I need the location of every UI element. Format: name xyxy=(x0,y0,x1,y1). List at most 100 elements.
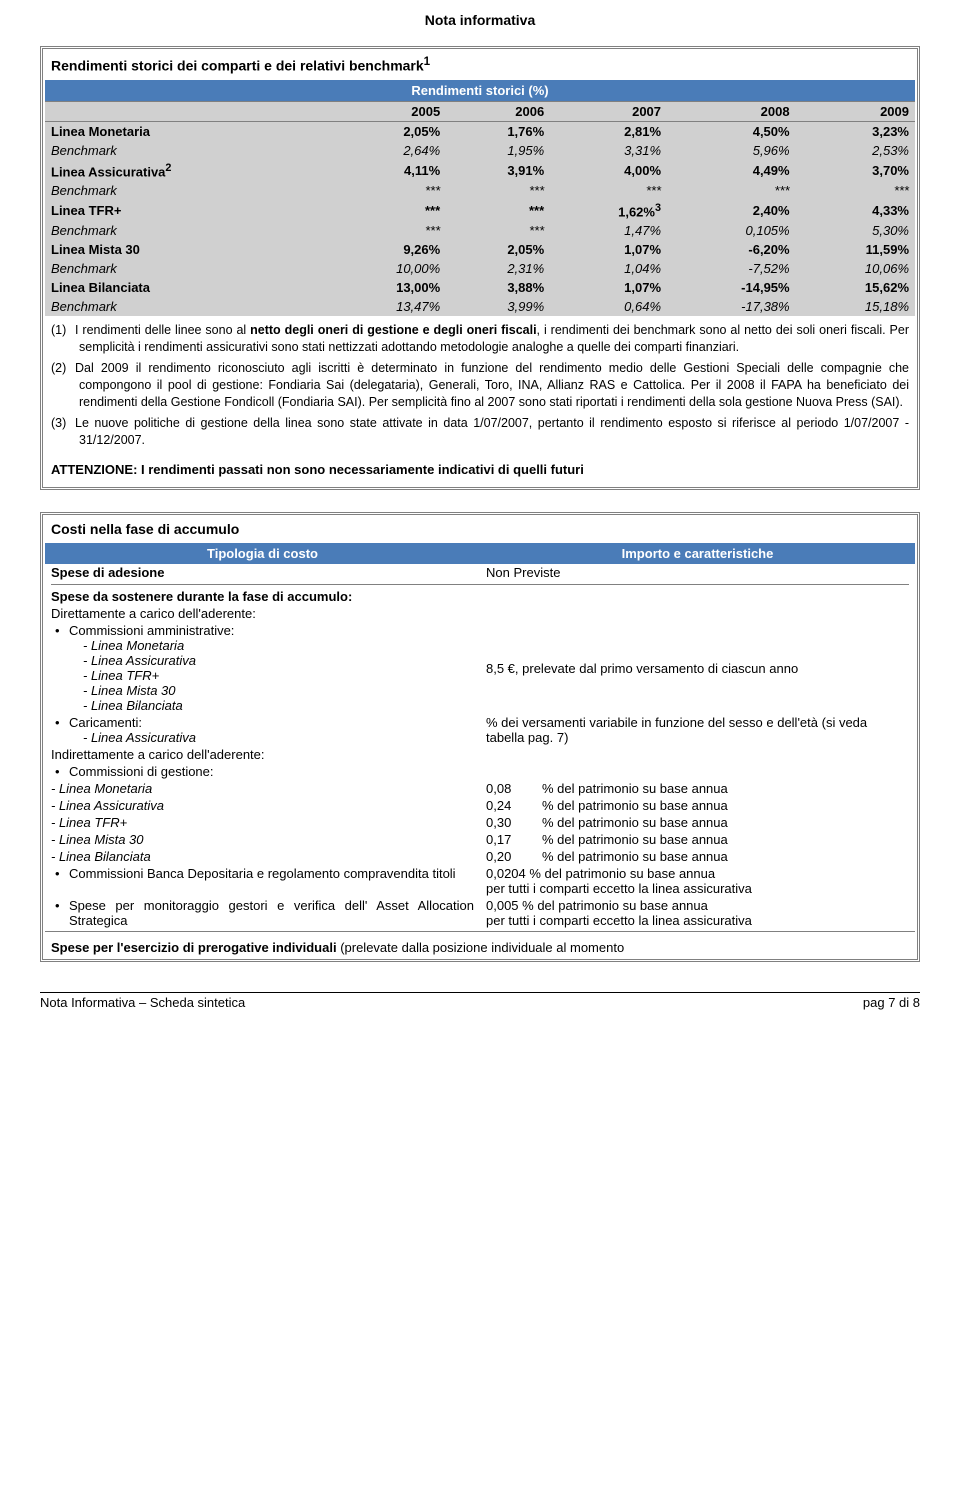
note-item: (1)I rendimenti delle linee sono al nett… xyxy=(51,322,909,356)
cell: 4,50% xyxy=(667,121,796,141)
comm-amm-value: 8,5 €, prelevate dal primo versamento di… xyxy=(480,622,915,714)
row-label: Linea Mista 30 xyxy=(45,240,327,259)
gest-row: - Linea Assicurativa0,24% del patrimonio… xyxy=(45,797,915,814)
attention-text: ATTENZIONE: I rendimenti passati non son… xyxy=(45,456,915,485)
table-row: Linea Bilanciata13,00%3,88%1,07%-14,95%1… xyxy=(45,278,915,297)
spese-durante-label: Spese da sostenere durante la fase di ac… xyxy=(45,588,915,605)
cell: -6,20% xyxy=(667,240,796,259)
cell: *** xyxy=(327,221,446,240)
prerogative-post: (prelevate dalla posizione individuale a… xyxy=(340,940,624,955)
caricamenti-item: - Linea Assicurativa xyxy=(51,730,474,745)
footer-right: pag 7 di 8 xyxy=(863,995,920,1010)
gest-value: 0,30% del patrimonio su base annua xyxy=(480,814,915,831)
cell: -7,52% xyxy=(667,259,796,278)
cell: 2,05% xyxy=(446,240,550,259)
table-row: Linea Assicurativa24,11%3,91%4,00%4,49%3… xyxy=(45,160,915,181)
banca-dep-val2: per tutti i comparti eccetto la linea as… xyxy=(486,881,752,896)
cell: 3,88% xyxy=(446,278,550,297)
cell: *** xyxy=(446,221,550,240)
cell: 2,40% xyxy=(667,200,796,221)
gest-label: - Linea Bilanciata xyxy=(45,848,480,865)
costi-col-headers: Tipologia di costo Importo e caratterist… xyxy=(45,543,915,564)
rendimenti-year-row: 2005 2006 2007 2008 2009 xyxy=(45,101,915,121)
cell: 10,00% xyxy=(327,259,446,278)
spese-adesione-label: Spese di adesione xyxy=(45,564,480,581)
cell: 2,53% xyxy=(796,141,915,160)
cell: 5,30% xyxy=(796,221,915,240)
gest-value: 0,20% del patrimonio su base annua xyxy=(480,848,915,865)
gest-label: - Linea TFR+ xyxy=(45,814,480,831)
cell: *** xyxy=(327,200,446,221)
footer-left: Nota Informativa – Scheda sintetica xyxy=(40,995,245,1010)
cell: -14,95% xyxy=(667,278,796,297)
monit-val1: 0,005 % del patrimonio su base annua xyxy=(486,898,708,913)
gest-value: 0,08% del patrimonio su base annua xyxy=(480,780,915,797)
costi-title: Costi nella fase di accumulo xyxy=(45,517,915,543)
page-header: Nota informativa xyxy=(40,12,920,28)
rendimenti-subtitle: Rendimenti storici (%) xyxy=(45,80,915,101)
cell: *** xyxy=(446,181,550,200)
row-label: Benchmark xyxy=(45,141,327,160)
table-row: Benchmark*************** xyxy=(45,181,915,200)
comm-amm-item: - Linea Monetaria xyxy=(51,638,474,653)
prerogative-pre: Spese per l'esercizio di prerogative ind… xyxy=(51,940,340,955)
year-2006: 2006 xyxy=(446,101,550,121)
row-label: Linea Bilanciata xyxy=(45,278,327,297)
cell: 1,47% xyxy=(550,221,667,240)
year-2007: 2007 xyxy=(550,101,667,121)
gest-label: - Linea Mista 30 xyxy=(45,831,480,848)
cell: 4,11% xyxy=(327,160,446,181)
cell: 3,23% xyxy=(796,121,915,141)
gest-label: - Linea Monetaria xyxy=(45,780,480,797)
cell: 0,64% xyxy=(550,297,667,316)
row-label: Benchmark xyxy=(45,181,327,200)
cell: 15,18% xyxy=(796,297,915,316)
cell: 13,47% xyxy=(327,297,446,316)
caricamenti-label: Caricamenti: xyxy=(69,715,474,730)
table-row: Linea Monetaria2,05%1,76%2,81%4,50%3,23% xyxy=(45,121,915,141)
row-label: Linea Assicurativa2 xyxy=(45,160,327,181)
cell: 1,95% xyxy=(446,141,550,160)
prerogative-line: Spese per l'esercizio di prerogative ind… xyxy=(45,934,915,957)
page-footer: Nota Informativa – Scheda sintetica pag … xyxy=(40,992,920,1010)
cell: 4,00% xyxy=(550,160,667,181)
gest-label: - Linea Assicurativa xyxy=(45,797,480,814)
rendimenti-title: Rendimenti storici dei comparti e dei re… xyxy=(45,51,915,80)
row-label: Benchmark xyxy=(45,221,327,240)
cell: 1,04% xyxy=(550,259,667,278)
cell: *** xyxy=(327,181,446,200)
rendimenti-notes: (1)I rendimenti delle linee sono al nett… xyxy=(45,316,915,456)
rendimenti-title-text: Rendimenti storici dei comparti e dei re… xyxy=(51,58,424,74)
cell: 2,81% xyxy=(550,121,667,141)
cell: -17,38% xyxy=(667,297,796,316)
cell: 3,31% xyxy=(550,141,667,160)
cell: 4,49% xyxy=(667,160,796,181)
comm-gest-label: Commissioni di gestione: xyxy=(69,764,909,779)
indirettamente-label: Indirettamente a carico dell'aderente: xyxy=(45,746,915,763)
comm-amm-item: - Linea TFR+ xyxy=(51,668,474,683)
cell: 2,05% xyxy=(327,121,446,141)
rendimenti-title-sup: 1 xyxy=(424,55,430,68)
table-row: Benchmark10,00%2,31%1,04%-7,52%10,06% xyxy=(45,259,915,278)
row-label: Benchmark xyxy=(45,297,327,316)
cell: 4,33% xyxy=(796,200,915,221)
spese-adesione-value: Non Previste xyxy=(480,564,915,581)
cell: 3,91% xyxy=(446,160,550,181)
cell: 1,62%3 xyxy=(550,200,667,221)
cell: 1,76% xyxy=(446,121,550,141)
monit-val2: per tutti i comparti eccetto la linea as… xyxy=(486,913,752,928)
gest-value: 0,17% del patrimonio su base annua xyxy=(480,831,915,848)
cell: 15,62% xyxy=(796,278,915,297)
rendimenti-table: 2005 2006 2007 2008 2009 Linea Monetaria… xyxy=(45,101,915,317)
cell: 5,96% xyxy=(667,141,796,160)
year-2008: 2008 xyxy=(667,101,796,121)
comm-amm-label: Commissioni amministrative: xyxy=(69,623,474,638)
cell: *** xyxy=(446,200,550,221)
banca-dep-label: Commissioni Banca Depositaria e regolame… xyxy=(69,866,474,881)
rendimenti-box: Rendimenti storici dei comparti e dei re… xyxy=(40,46,920,490)
cell: 1,07% xyxy=(550,278,667,297)
row-label: Benchmark xyxy=(45,259,327,278)
note-item: (3)Le nuove politiche di gestione della … xyxy=(51,415,909,449)
costi-col-left: Tipologia di costo xyxy=(45,543,480,564)
costi-box: Costi nella fase di accumulo Tipologia d… xyxy=(40,512,920,962)
